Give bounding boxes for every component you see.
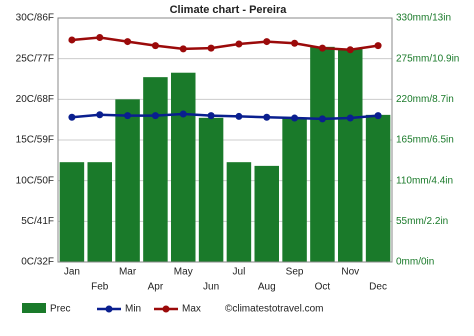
x-tick-label: Dec xyxy=(369,282,387,293)
bar xyxy=(198,117,224,263)
bar xyxy=(310,46,335,262)
point xyxy=(374,112,382,120)
legend-label: Min xyxy=(125,304,141,315)
x-tick-label: Mar xyxy=(119,267,137,278)
bar xyxy=(365,114,391,263)
x-tick-label: Oct xyxy=(315,282,331,293)
y2-tick-label: 0mm/0in xyxy=(396,257,434,268)
y-tick-label: 5C/41F xyxy=(21,216,54,227)
y2-tick-label: 330mm/13in xyxy=(396,13,451,24)
y2-tick-label: 275mm/10.9in xyxy=(396,53,459,64)
point xyxy=(151,112,159,120)
x-tick-label: Apr xyxy=(148,282,164,293)
point xyxy=(291,39,299,47)
point xyxy=(346,114,354,122)
legend-swatch xyxy=(105,305,113,313)
x-tick-label: May xyxy=(174,267,193,278)
x-tick-label: Jul xyxy=(233,267,246,278)
y2-tick-label: 110mm/4.4in xyxy=(396,175,453,186)
y-tick-label: 30C/86F xyxy=(16,13,54,24)
line xyxy=(71,36,379,51)
y2-tick-label: 220mm/8.7in xyxy=(396,94,454,105)
point xyxy=(179,110,187,118)
chart-title: Climate chart - Pereira xyxy=(170,4,288,16)
y2-tick-label: 55mm/2.2in xyxy=(396,216,448,227)
point xyxy=(96,111,104,119)
point xyxy=(263,113,271,121)
x-tick-label: Feb xyxy=(91,282,109,293)
point xyxy=(318,44,326,52)
point xyxy=(318,115,326,123)
x-tick-label: Nov xyxy=(341,267,359,278)
point xyxy=(291,114,299,122)
y-tick-label: 0C/32F xyxy=(21,257,54,268)
point xyxy=(235,40,243,48)
y-tick-label: 20C/68F xyxy=(16,94,54,105)
x-tick-label: Jan xyxy=(64,267,80,278)
y-tick-label: 15C/59F xyxy=(16,135,54,146)
legend-label: Prec xyxy=(50,304,71,315)
bar xyxy=(226,162,252,262)
point xyxy=(207,44,215,52)
point xyxy=(346,46,354,54)
bar xyxy=(282,117,307,263)
point xyxy=(263,38,271,46)
point xyxy=(124,38,132,46)
point xyxy=(124,112,132,120)
point xyxy=(151,42,159,50)
legend-swatch xyxy=(162,305,170,313)
y2-tick-label: 165mm/6.5in xyxy=(396,135,454,146)
line xyxy=(71,112,379,121)
point xyxy=(179,45,187,53)
point xyxy=(96,34,104,42)
x-tick-label: Sep xyxy=(286,267,304,278)
x-tick-label: Jun xyxy=(203,282,219,293)
bar xyxy=(143,77,168,262)
point xyxy=(235,112,243,120)
x-tick-label: Aug xyxy=(258,282,276,293)
bar xyxy=(254,165,279,262)
bar xyxy=(338,49,363,262)
legend-swatch xyxy=(22,303,46,313)
point xyxy=(207,112,215,120)
bar xyxy=(87,162,112,262)
bar xyxy=(171,72,196,262)
bar xyxy=(59,162,85,262)
point xyxy=(374,42,382,50)
point xyxy=(68,113,76,121)
y-tick-label: 10C/50F xyxy=(16,175,54,186)
legend-label: Max xyxy=(182,304,201,315)
bar xyxy=(115,99,140,262)
plot-frame xyxy=(57,17,393,263)
y-tick-label: 25C/77F xyxy=(16,53,54,64)
point xyxy=(68,36,76,44)
source: ©climatestotravel.com xyxy=(225,304,324,315)
